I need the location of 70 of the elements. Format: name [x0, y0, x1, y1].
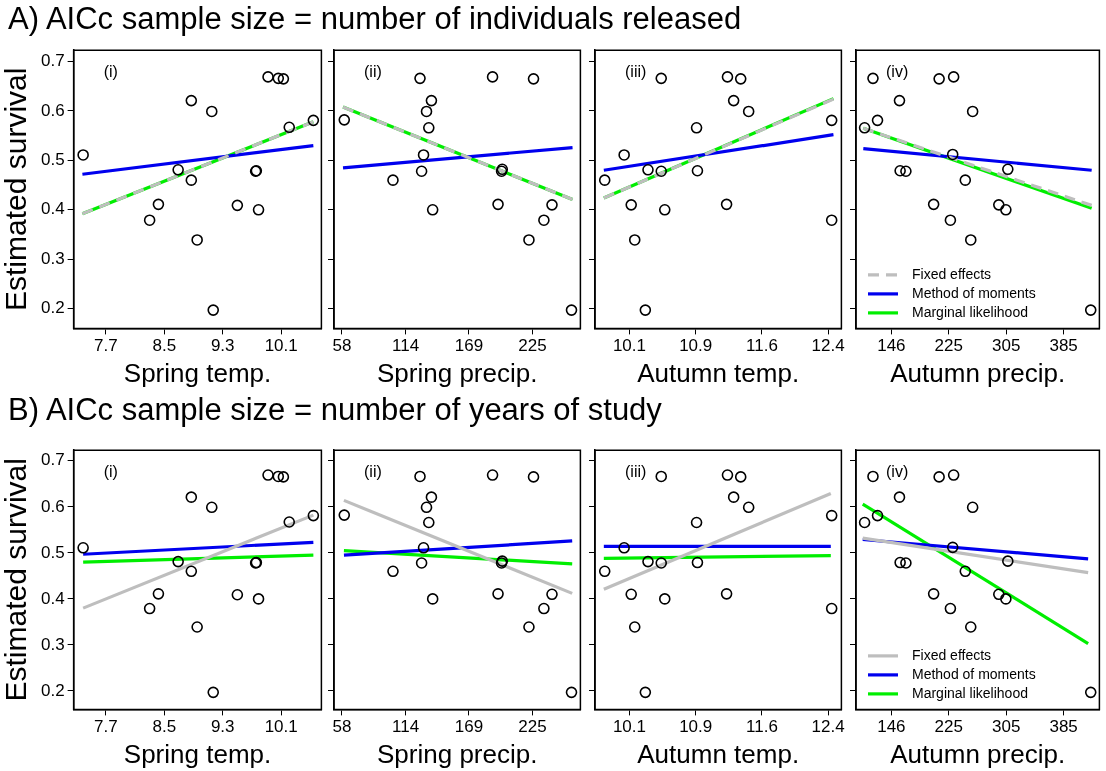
- y-tick-label: 0.5: [40, 542, 65, 562]
- x-tick-label: 10.1: [612, 336, 646, 356]
- x-tick-label: 169: [454, 717, 484, 737]
- y-tick-label: 0.7: [40, 51, 65, 71]
- annotation: (iii): [625, 462, 647, 480]
- x-tick-label: 12.4: [811, 717, 845, 737]
- annotation: (ii): [364, 62, 382, 80]
- y-tick-label: 0.6: [40, 100, 65, 120]
- legend-label: Method of moments: [912, 665, 1036, 682]
- x-tick-label: 225: [934, 717, 963, 737]
- x-tick-label: 11.6: [746, 717, 778, 737]
- x-tick-label: 58: [332, 336, 352, 356]
- x-axis-title: Autumn temp.: [637, 738, 800, 769]
- x-tick-label: 8.5: [152, 336, 177, 356]
- x-axis-title: Spring temp.: [123, 357, 272, 388]
- x-tick-label: 114: [391, 336, 420, 356]
- x-tick-label: 225: [934, 336, 963, 356]
- annotation: (i): [103, 62, 118, 80]
- x-axis-title: Spring precip.: [376, 738, 538, 769]
- y-axis-title: Estimated survival: [0, 458, 33, 702]
- x-tick-label: 10.1: [612, 717, 646, 737]
- x-tick-label: 10.1: [264, 717, 298, 737]
- x-tick-label: 10.9: [679, 336, 713, 356]
- x-axis-title: Autumn precip.: [890, 357, 1066, 388]
- y-tick-label: 0.2: [40, 680, 65, 700]
- x-axis-title: Autumn precip.: [890, 738, 1066, 769]
- legend-label: Marginal likelihood: [912, 303, 1028, 320]
- y-tick-label: 0.4: [40, 588, 65, 608]
- y-tick-label: 0.4: [40, 199, 65, 219]
- legend-label: Marginal likelihood: [912, 684, 1028, 701]
- y-tick-label: 0.2: [40, 298, 65, 318]
- annotation: (iii): [625, 62, 647, 80]
- x-tick-label: 146: [877, 336, 906, 356]
- x-tick-label: 8.5: [152, 717, 177, 737]
- y-tick-label: 0.3: [40, 248, 65, 268]
- x-tick-label: 385: [1049, 717, 1078, 737]
- x-tick-label: 114: [391, 717, 420, 737]
- x-axis-title: Autumn temp.: [637, 357, 800, 388]
- annotation: (iv): [886, 62, 909, 80]
- x-tick-label: 169: [454, 336, 484, 356]
- x-tick-label: 9.3: [210, 336, 235, 356]
- x-tick-label: 11.6: [746, 336, 778, 356]
- y-axis-title: Estimated survival: [0, 67, 33, 312]
- x-tick-label: 12.4: [811, 336, 845, 356]
- x-tick-label: 58: [332, 717, 352, 737]
- x-tick-label: 7.7: [93, 336, 118, 356]
- chart-title: B) AICc sample size = number of years of study: [8, 392, 662, 428]
- x-tick-label: 146: [877, 717, 906, 737]
- x-tick-label: 305: [992, 717, 1021, 737]
- x-tick-label: 225: [518, 717, 547, 737]
- annotation: (iv): [886, 462, 909, 480]
- x-axis-title: Spring precip.: [376, 357, 538, 388]
- y-tick-label: 0.6: [40, 496, 65, 516]
- chart-title: A) AICc sample size = number of individuals released: [8, 1, 742, 37]
- x-axis-title: Spring temp.: [123, 738, 272, 769]
- y-tick-label: 0.3: [40, 634, 65, 654]
- y-tick-label: 0.7: [40, 450, 65, 470]
- annotation: (ii): [364, 462, 382, 480]
- legend-label: Fixed effects: [912, 646, 992, 663]
- x-tick-label: 385: [1049, 336, 1078, 356]
- legend-label: Method of moments: [912, 284, 1036, 301]
- x-tick-label: 10.9: [679, 717, 713, 737]
- x-tick-label: 7.7: [93, 717, 118, 737]
- x-tick-label: 305: [992, 336, 1021, 356]
- y-tick-label: 0.5: [40, 150, 65, 170]
- x-tick-label: 225: [518, 336, 547, 356]
- legend-label: Fixed effects: [912, 265, 992, 282]
- x-tick-label: 10.1: [264, 336, 298, 356]
- x-tick-label: 9.3: [210, 717, 235, 737]
- annotation: (i): [103, 462, 118, 480]
